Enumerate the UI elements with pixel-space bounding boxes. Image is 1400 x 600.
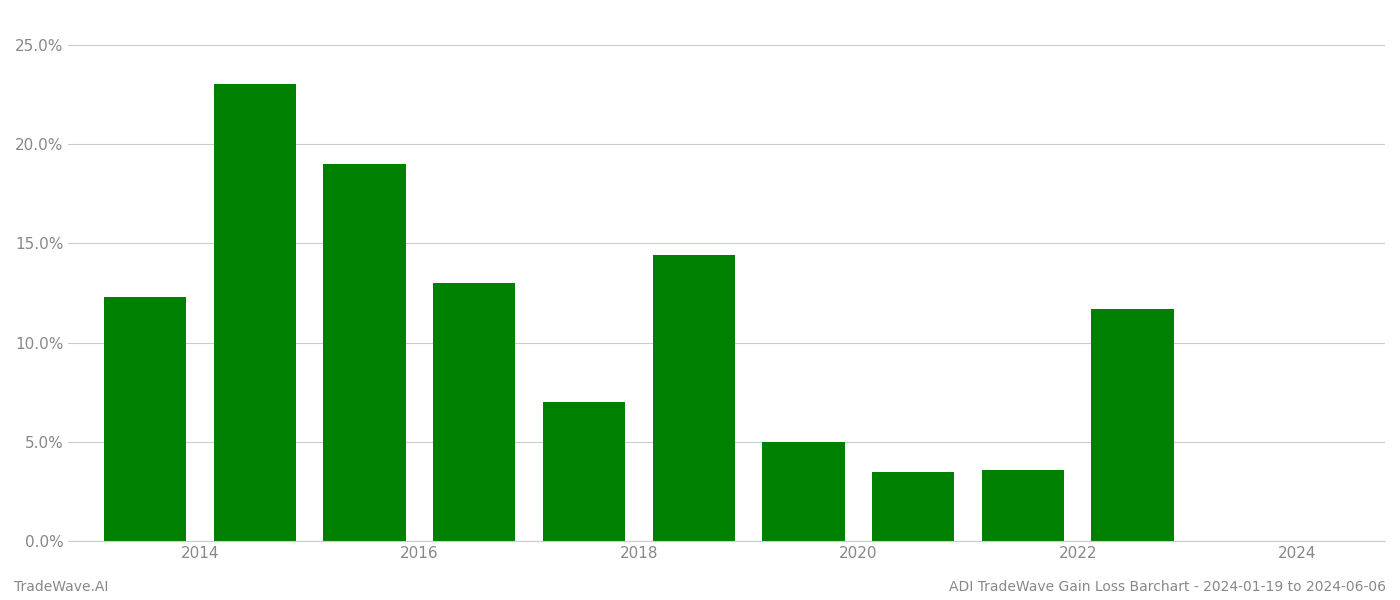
Bar	[762, 442, 844, 541]
Bar	[981, 470, 1064, 541]
Bar	[872, 472, 955, 541]
Bar	[652, 255, 735, 541]
Bar	[543, 402, 626, 541]
Bar	[1092, 309, 1173, 541]
Text: TradeWave.AI: TradeWave.AI	[14, 580, 108, 594]
Text: ADI TradeWave Gain Loss Barchart - 2024-01-19 to 2024-06-06: ADI TradeWave Gain Loss Barchart - 2024-…	[949, 580, 1386, 594]
Bar	[214, 85, 295, 541]
Bar	[104, 297, 186, 541]
Bar	[323, 164, 406, 541]
Bar	[433, 283, 515, 541]
